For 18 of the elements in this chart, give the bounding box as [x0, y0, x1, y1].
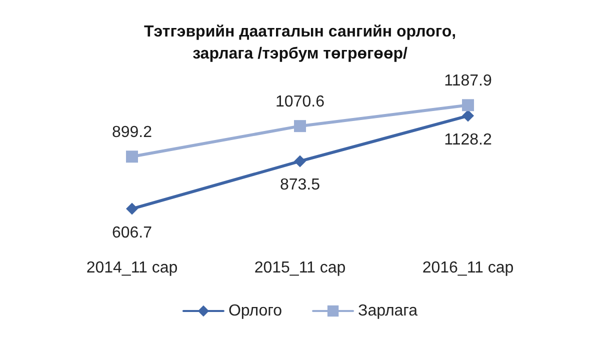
data-label: 1187.9 [444, 72, 492, 90]
data-label: 1128.2 [444, 131, 492, 148]
data-label: 606.7 [112, 224, 152, 242]
data-label: 1070.6 [276, 94, 325, 111]
legend-label: Орлого [228, 302, 282, 320]
point [294, 120, 306, 132]
chart-title: Тэтгэврийн даатгалын сангийн орлого, зарлага /тэрбум төгрөгөөр/ [144, 24, 456, 62]
point [462, 99, 474, 112]
point [126, 202, 138, 215]
point [462, 110, 474, 122]
legend-label: Зарлага [358, 302, 418, 320]
point [294, 155, 306, 168]
data-label: 873.5 [280, 176, 320, 194]
x-tick-label: 2014_11 сар [86, 260, 178, 276]
x-tick-label: 2015_11 сар [254, 260, 346, 276]
point [126, 150, 138, 163]
x-tick-label: 2016_11 сар [422, 260, 514, 276]
data-label: 899.2 [112, 124, 152, 142]
